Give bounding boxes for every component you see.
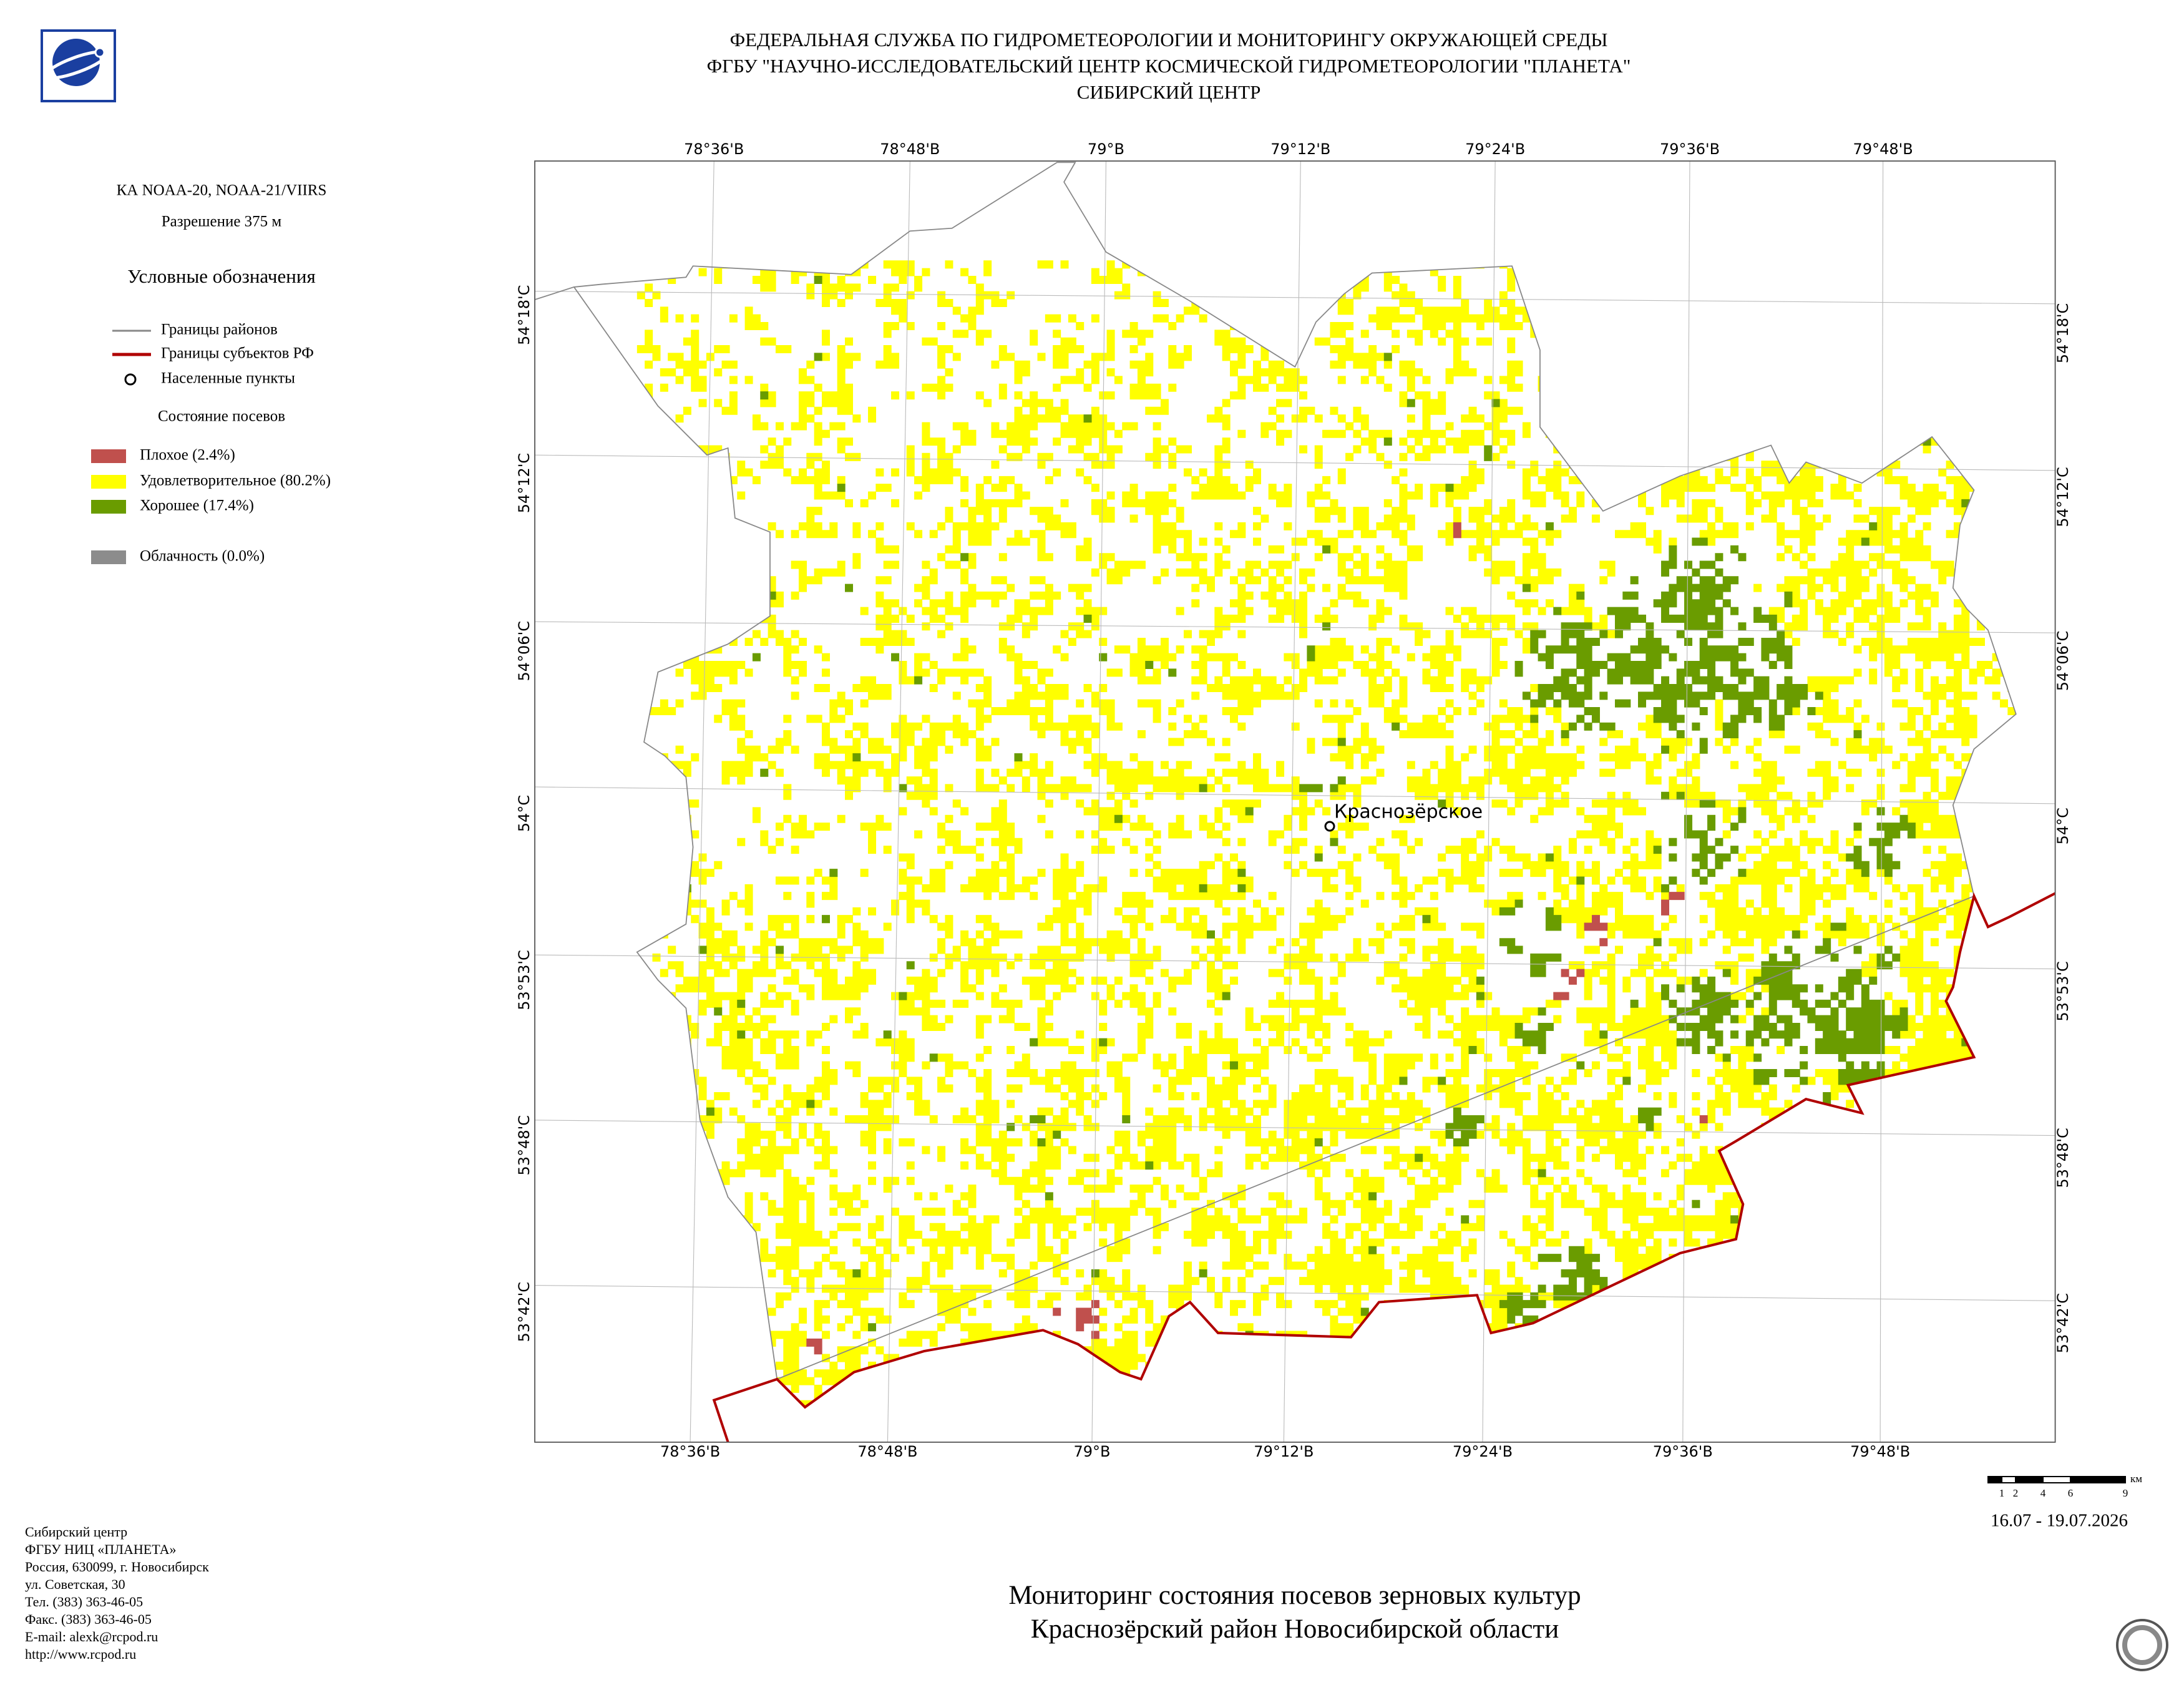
subject-boundary	[712, 892, 2056, 1443]
scale-label: 1	[1999, 1487, 2005, 1499]
crop-title: Состояние посевов	[158, 408, 285, 425]
meridian	[690, 161, 714, 1442]
district-boundary	[534, 162, 2017, 1380]
legend-swatch	[91, 500, 126, 514]
bottom-tick-label: 79°12'В	[1254, 1443, 1314, 1460]
legend-label: Границы районов	[161, 321, 278, 338]
bottom-tick-label: 79°48'В	[1850, 1443, 1910, 1460]
parallel	[535, 1120, 2055, 1136]
map-content	[534, 160, 2056, 1443]
right-tick-label: 54°18'С	[2054, 303, 2072, 363]
settlement-marker	[1324, 821, 1335, 832]
legend-label: Хорошее (17.4%)	[140, 497, 254, 514]
good-fields	[675, 260, 2001, 1407]
bottom-tick-label: 79°В	[1073, 1443, 1110, 1460]
settlement-label: Краснозёрское	[1334, 801, 1483, 823]
right-tick-label: 54°06'С	[2054, 631, 2072, 691]
logo	[41, 29, 116, 102]
contact-line: http://www.rcpod.ru	[25, 1646, 136, 1662]
resolution: Разрешение 375 м	[162, 213, 282, 230]
top-tick-label: 78°48'В	[880, 140, 940, 158]
contact-line: Сибирский центр	[25, 1524, 127, 1540]
parallel	[535, 1285, 2055, 1301]
bottom-tick-label: 79°36'В	[1653, 1443, 1713, 1460]
meridian	[887, 161, 910, 1442]
header-line: СИБИРСКИЙ ЦЕНТР	[1077, 81, 1261, 103]
scale-segment	[2001, 1476, 2016, 1483]
bottom-title: Мониторинг состояния посевов зерновых ку…	[1008, 1581, 1581, 1610]
legend-label: Плохое (2.4%)	[140, 447, 235, 464]
contact-line: Факс. (383) 363-46-05	[25, 1611, 152, 1627]
top-tick-label: 79°48'В	[1853, 140, 1913, 158]
certificate-logo	[2116, 1619, 2168, 1671]
bottom-tick-label: 79°24'В	[1453, 1443, 1513, 1460]
contact-line: E-mail: alexk@rcpod.ru	[25, 1629, 158, 1644]
left-tick-label: 53°48'С	[515, 1115, 533, 1175]
top-tick-label: 79°36'В	[1660, 140, 1720, 158]
right-tick-label: 53°53'С	[2054, 961, 2072, 1021]
meridian	[1682, 161, 1690, 1442]
bottom-tick-label: 78°36'В	[660, 1443, 720, 1460]
map-frame	[534, 160, 2056, 1443]
top-tick-label: 79°В	[1088, 140, 1124, 158]
scale-segment	[2070, 1476, 2126, 1483]
satellite: КА NOAA-20, NOAA-21/VIIRS	[117, 182, 327, 199]
top-tick-label: 78°36'В	[684, 140, 744, 158]
scale-segment	[2042, 1476, 2071, 1483]
map	[534, 160, 2056, 1443]
legend-title: Условные обозначения	[127, 265, 315, 287]
right-tick-label: 54°12'С	[2054, 467, 2072, 527]
left-tick-label: 54°12'С	[515, 453, 533, 513]
legend-swatch	[91, 475, 126, 489]
left-tick-label: 53°42'С	[515, 1282, 533, 1342]
scale-segment	[2015, 1476, 2044, 1483]
right-tick-label: 53°42'С	[2054, 1293, 2072, 1353]
parallel	[535, 954, 2055, 970]
field-pixels	[636, 260, 2016, 1407]
legend-swatch	[91, 449, 126, 463]
header-line: ФГБУ "НАУЧНО-ИССЛЕДОВАТЕЛЬСКИЙ ЦЕНТР КОС…	[707, 55, 1631, 77]
scale-segment	[1987, 1476, 2002, 1483]
legend-settlement	[124, 373, 137, 386]
legend-swatch	[91, 550, 126, 564]
parallel	[535, 786, 2055, 804]
legend-label: Населенные пункты	[161, 370, 295, 387]
legend-label: Удовлетворительное (80.2%)	[140, 472, 331, 489]
bottom-title: Краснозёрский район Новосибирской област…	[1031, 1614, 1559, 1644]
right-tick-label: 53°48'С	[2054, 1128, 2072, 1188]
left-tick-label: 54°18'С	[515, 285, 533, 345]
scale-label: 6	[2068, 1487, 2074, 1499]
top-tick-label: 79°12'В	[1270, 140, 1330, 158]
right-tick-label: 54°С	[2054, 808, 2072, 844]
parallel	[535, 291, 2055, 305]
contact-line: Россия, 630099, г. Новосибирск	[25, 1559, 209, 1575]
bottom-tick-label: 78°48'В	[857, 1443, 917, 1460]
contact-line: Тел. (383) 363-46-05	[25, 1594, 143, 1609]
legend-label: Границы субъектов РФ	[161, 345, 314, 362]
scale-label: 2	[2013, 1487, 2019, 1499]
scale-unit: км	[2130, 1473, 2142, 1485]
contact-line: ул. Советская, 30	[25, 1576, 125, 1592]
meridian	[1283, 161, 1301, 1442]
parallel	[535, 621, 2055, 633]
meridian	[1091, 161, 1106, 1442]
meridian	[1482, 161, 1496, 1442]
top-tick-label: 79°24'В	[1465, 140, 1525, 158]
left-tick-label: 53°53'С	[515, 950, 533, 1010]
scale-label: 4	[2040, 1487, 2046, 1499]
header-line: ФЕДЕРАЛЬНАЯ СЛУЖБА ПО ГИДРОМЕТЕОРОЛОГИИ …	[730, 29, 1608, 51]
date: 16.07 - 19.07.2026	[1991, 1511, 2128, 1531]
legend-label: Облачность (0.0%)	[140, 548, 265, 565]
scale-label: 9	[2123, 1487, 2128, 1499]
left-tick-label: 54°С	[515, 795, 533, 832]
left-tick-label: 54°06'С	[515, 621, 533, 681]
contact-line: ФГБУ НИЦ «ПЛАНЕТА»	[25, 1541, 176, 1557]
